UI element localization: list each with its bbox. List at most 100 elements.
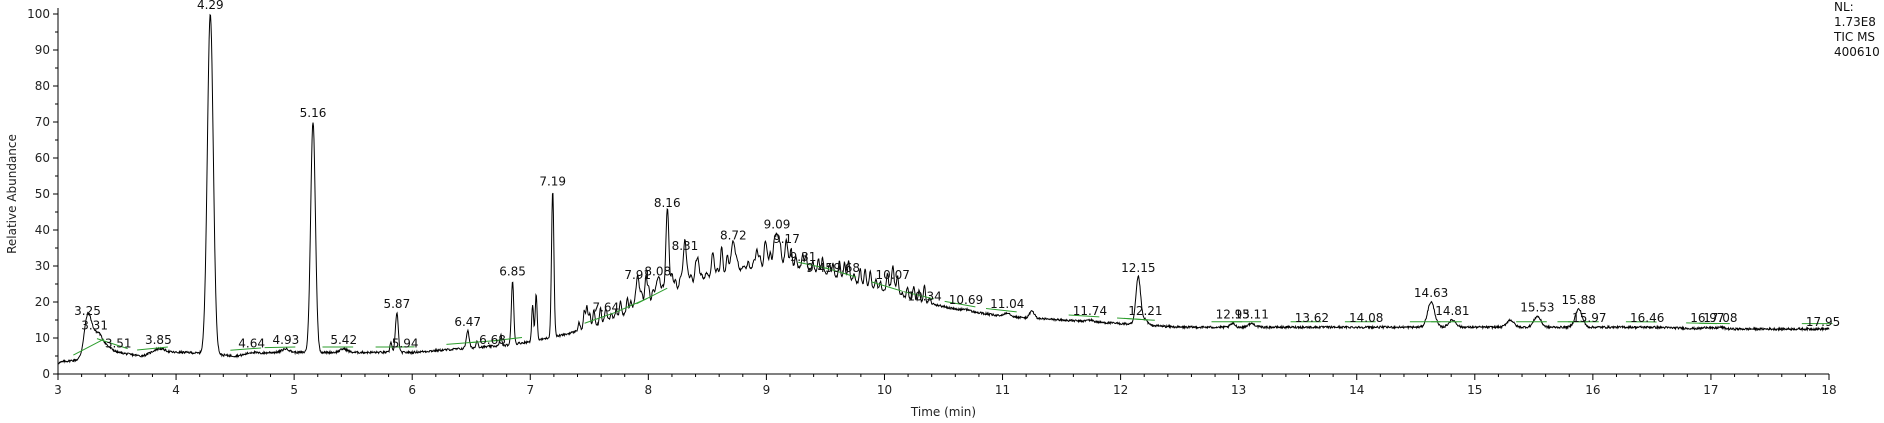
- peak-label: 5.42: [330, 333, 357, 347]
- peak-label: 8.16: [654, 196, 681, 210]
- info-file-id: 400610: [1834, 45, 1880, 59]
- y-tick-label: 40: [35, 223, 50, 237]
- peak-label: 3.85: [145, 333, 172, 347]
- x-tick-label: 9: [763, 383, 771, 397]
- peak-label: 10.07: [876, 268, 910, 282]
- peak-label: 12.95: [1216, 308, 1250, 322]
- peak-label: 14.81: [1435, 304, 1469, 318]
- peak-label: 3.31: [81, 318, 108, 332]
- peak-label: 6.85: [499, 264, 526, 278]
- integration-line: [96, 338, 128, 350]
- x-tick-label: 3: [54, 383, 62, 397]
- y-tick-label: 90: [35, 43, 50, 57]
- y-tick-label: 50: [35, 187, 50, 201]
- y-axis-title: Relative Abundance: [5, 134, 19, 254]
- x-tick-label: 10: [877, 383, 892, 397]
- peak-label: 16.97: [1690, 311, 1724, 325]
- peak-label: 13.11: [1234, 308, 1268, 322]
- integration-line: [137, 346, 168, 351]
- x-tick-label: 7: [526, 383, 534, 397]
- peak-label: 5.16: [300, 106, 327, 120]
- integration-line: [1124, 317, 1155, 321]
- trace-layer: [57, 13, 1833, 365]
- peak-label: 10.69: [949, 293, 983, 307]
- peak-label: 17.95: [1806, 315, 1840, 329]
- peak-label: 15.97: [1572, 311, 1606, 325]
- peak-label: 4.64: [238, 336, 265, 350]
- peak-label: 7.91: [624, 268, 651, 282]
- peak-label: 14.63: [1414, 286, 1448, 300]
- peak-label: 12.15: [1121, 261, 1155, 275]
- peak-label: 10.34: [907, 290, 941, 304]
- y-tick-label: 70: [35, 115, 50, 129]
- peak-label: 17.08: [1703, 311, 1737, 325]
- integration-line: [825, 267, 857, 278]
- peak-label: 8.72: [720, 228, 747, 242]
- peak-label: 9.17: [773, 232, 800, 246]
- y-tick-label: 20: [35, 295, 50, 309]
- peak-label: 16.46: [1630, 311, 1664, 325]
- peak-label: 8.31: [672, 239, 699, 253]
- x-axis-title: Time (min): [910, 405, 976, 419]
- x-tick-label: 5: [290, 383, 298, 397]
- peak-label: 15.88: [1562, 293, 1596, 307]
- y-tick-label: 10: [35, 331, 50, 345]
- peak-label: 15.53: [1520, 300, 1554, 314]
- x-tick-label: 12: [1113, 383, 1128, 397]
- peak-label: 7.64: [592, 300, 619, 314]
- peak-label: 9.68: [833, 261, 860, 275]
- peak-label: 4.93: [273, 333, 300, 347]
- integration-line: [584, 311, 616, 324]
- labels-layer: 3.253.31 3.51 3.85 4.29 4.64 4.93 5.16 5.42 5.87…: [74, 0, 1840, 350]
- y-tick-label: 0: [42, 367, 50, 381]
- integration-line: [636, 287, 668, 305]
- peak-label: 9.31: [790, 250, 817, 264]
- peak-label: 8.08: [644, 264, 671, 278]
- x-tick-label: 4: [172, 383, 180, 397]
- integration-line: [73, 338, 105, 356]
- x-tick-label: 11: [995, 383, 1010, 397]
- peak-label: 9.09: [764, 218, 791, 232]
- integration-line: [264, 346, 296, 349]
- peak-label: 3.25: [74, 304, 101, 318]
- y-tick-label: 80: [35, 79, 50, 93]
- x-tick-label: 6: [408, 383, 416, 397]
- peak-label: 13.62: [1295, 311, 1329, 325]
- peak-label: 5.94: [392, 336, 419, 350]
- integration-line: [985, 307, 1017, 313]
- y-tick-label: 60: [35, 151, 50, 165]
- x-tick-label: 17: [1703, 383, 1718, 397]
- peak-label: 11.04: [990, 297, 1024, 311]
- peak-label: 5.87: [383, 297, 410, 311]
- peak-label: 9.45: [806, 261, 833, 275]
- integration-line: [944, 300, 976, 308]
- peak-label: 12.21: [1128, 304, 1162, 318]
- peak-label: 3.51: [105, 336, 132, 350]
- x-tick-label: 14: [1349, 383, 1364, 397]
- integration-line: [230, 347, 262, 351]
- info-nl-value: 1.73E8: [1834, 15, 1876, 29]
- x-tick-label: 8: [645, 383, 653, 397]
- y-tick-label: 30: [35, 259, 50, 273]
- peak-label: 6.47: [454, 315, 481, 329]
- info-nl-label: NL:: [1834, 0, 1854, 14]
- integration-line: [903, 291, 935, 300]
- info-scan-type: TIC MS: [1833, 30, 1875, 44]
- integration-line: [491, 336, 523, 342]
- x-tick-label: 18: [1821, 383, 1836, 397]
- integration-line: [798, 261, 830, 270]
- peak-label: 6.68: [479, 333, 506, 347]
- x-tick-label: 13: [1231, 383, 1246, 397]
- x-tick-label: 15: [1467, 383, 1482, 397]
- x-tick-label: 16: [1585, 383, 1600, 397]
- y-tick-label: 100: [27, 7, 50, 21]
- info-panel: NL: 1.73E8 TIC MS 400610: [1833, 0, 1880, 59]
- axes-layer: 0 10 20 30 40 50 60 70 80 90 100 3 4 5 6 7 8 9 10 11 12 13 14 1…: [27, 7, 1837, 397]
- peak-label: 11.74: [1073, 304, 1107, 318]
- integration-line: [1068, 314, 1100, 318]
- integration-line: [871, 281, 903, 292]
- peak-label: 7.19: [539, 174, 566, 188]
- tic-trace: [57, 13, 1830, 365]
